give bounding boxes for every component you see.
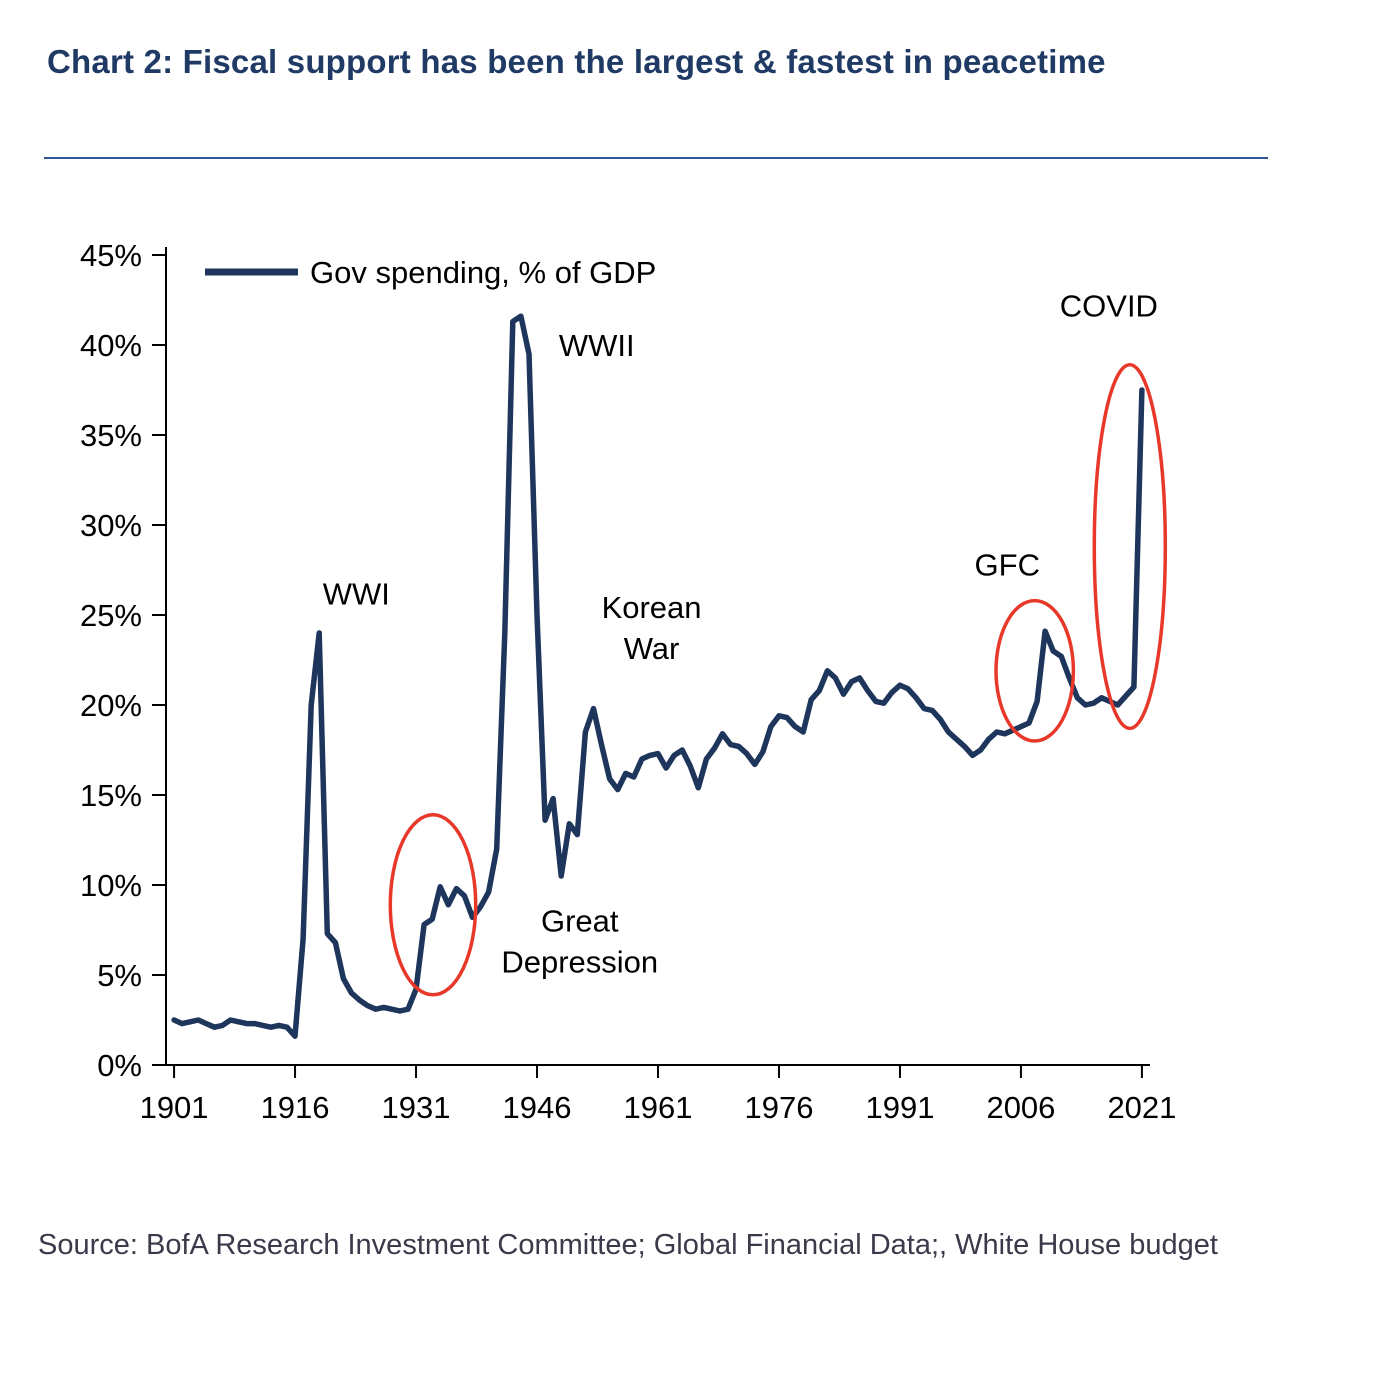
y-tick-label: 40% <box>80 328 142 363</box>
title-divider <box>44 157 1268 159</box>
x-tick-label: 1916 <box>261 1090 330 1125</box>
chart-annotation: WWII <box>559 328 635 363</box>
x-tick-label: 1961 <box>624 1090 693 1125</box>
y-tick-label: 0% <box>97 1048 142 1083</box>
x-tick-label: 1931 <box>382 1090 451 1125</box>
highlight-ellipse <box>388 813 478 997</box>
chart-annotation: WWI <box>323 576 390 611</box>
x-tick-label: 1976 <box>744 1090 813 1125</box>
y-tick-label: 10% <box>80 868 142 903</box>
y-tick-label: 30% <box>80 508 142 543</box>
y-tick-label: 35% <box>80 418 142 453</box>
x-tick-label: 1991 <box>865 1090 934 1125</box>
x-tick-label: 1946 <box>503 1090 572 1125</box>
y-tick-label: 45% <box>80 238 142 273</box>
series-line <box>171 313 1145 1039</box>
highlight-ellipse <box>994 598 1076 743</box>
chart-annotation: GFC <box>975 548 1040 583</box>
chart-title: Chart 2: Fiscal support has been the lar… <box>47 43 1106 80</box>
x-tick-label: 2006 <box>986 1090 1055 1125</box>
chart-annotation: Korean War <box>602 590 702 666</box>
y-tick-label: 25% <box>80 598 142 633</box>
highlight-ellipse <box>1092 363 1168 731</box>
x-tick-label: 1901 <box>140 1090 209 1125</box>
x-tick-label: 2021 <box>1107 1090 1176 1125</box>
chart-annotation: COVID <box>1060 288 1158 323</box>
chart-annotation: Great Depression <box>501 903 658 979</box>
gov-spending-line-chart: 0% 5% 10% 15% 20% 25% 30% 35% 40% 45% 1901 1916 1931… <box>80 238 1176 1125</box>
y-tick-label: 5% <box>97 958 142 993</box>
source-note: Source: BofA Research Investment Committ… <box>38 1229 1218 1261</box>
legend-label: Gov spending, % of GDP <box>310 255 656 290</box>
y-tick-label: 20% <box>80 688 142 723</box>
y-tick-label: 15% <box>80 778 142 813</box>
